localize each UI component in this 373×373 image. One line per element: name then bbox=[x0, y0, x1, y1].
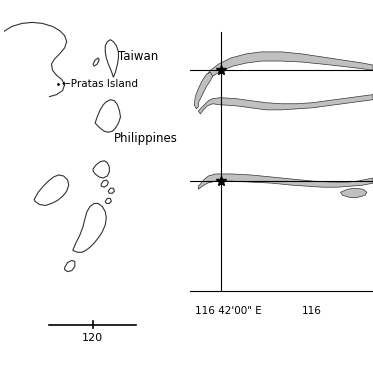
Polygon shape bbox=[108, 188, 115, 193]
Polygon shape bbox=[198, 95, 373, 114]
Text: ←Pratas Island: ←Pratas Island bbox=[62, 79, 138, 90]
Text: Philippines: Philippines bbox=[113, 132, 177, 145]
Polygon shape bbox=[105, 198, 112, 203]
Text: Taiwan: Taiwan bbox=[119, 50, 159, 63]
Polygon shape bbox=[65, 260, 75, 272]
Polygon shape bbox=[105, 40, 119, 77]
Polygon shape bbox=[194, 72, 213, 109]
Polygon shape bbox=[204, 52, 373, 84]
Polygon shape bbox=[93, 161, 109, 178]
Polygon shape bbox=[95, 100, 120, 132]
Polygon shape bbox=[73, 203, 106, 252]
Polygon shape bbox=[101, 180, 108, 187]
Text: 116: 116 bbox=[302, 306, 322, 316]
Text: 120: 120 bbox=[82, 333, 103, 343]
Text: 116 42'00" E: 116 42'00" E bbox=[195, 306, 262, 316]
Polygon shape bbox=[34, 175, 69, 206]
Polygon shape bbox=[341, 188, 367, 197]
Polygon shape bbox=[93, 58, 99, 66]
Polygon shape bbox=[198, 174, 373, 189]
